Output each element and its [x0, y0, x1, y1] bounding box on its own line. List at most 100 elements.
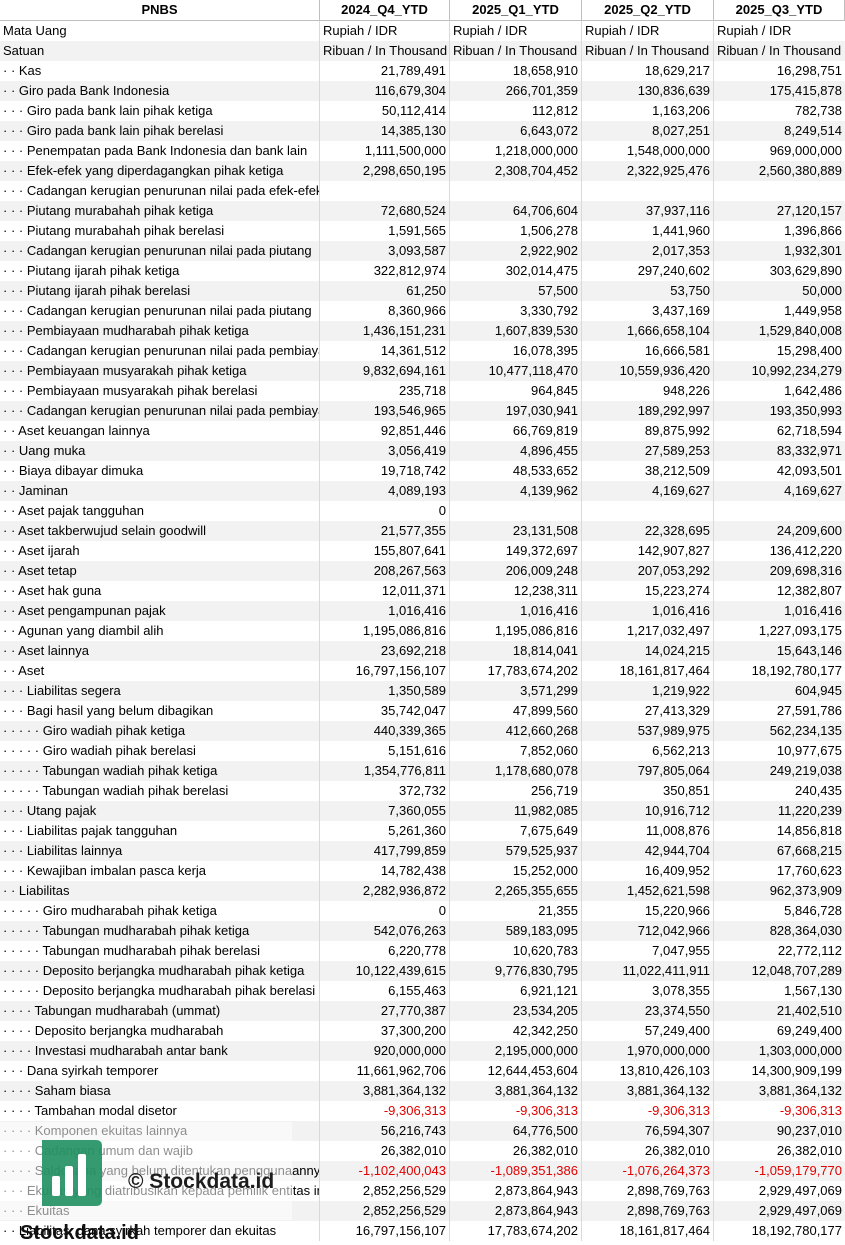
value-cell: 116,679,304 [320, 81, 450, 101]
row-label: · · · · Saham biasa [0, 1081, 320, 1101]
value-cell: 5,846,728 [784, 903, 842, 918]
value-cell: 18,814,041 [450, 641, 582, 661]
value-cell: 302,014,475 [450, 261, 582, 281]
header-cell: 2025_Q1_YTD [450, 0, 582, 20]
value-cell: 15,298,400 [776, 343, 842, 358]
row-label: · · · Cadangan kerugian penurunan nilai … [0, 181, 320, 201]
value-cell: 61,250 [320, 281, 450, 301]
value-cell: 1,354,776,811 [320, 761, 450, 781]
table-row: · · Aset tetap 208,267,563 206,009,248 207,… [0, 561, 845, 581]
value-cell: 48,533,652 [450, 461, 582, 481]
table-row: · · · Bagi hasil yang belum dibagikan 35,… [0, 701, 845, 721]
value-cell: 2,898,769,763 [582, 1181, 714, 1201]
value-cell: 1,016,416 [320, 601, 450, 621]
value-cell: 10,620,783 [450, 941, 582, 961]
value-cell: 1,666,658,104 [582, 321, 714, 341]
table-row: · · · · · Tabungan wadiah pihak berelasi… [0, 781, 845, 801]
table-row: · · · Ekuitas 2,852,256,529 2,873,864,943 2… [0, 1201, 845, 1221]
table-row: · · · · Saham biasa 3,881,364,132 3,881,36… [0, 1081, 845, 1101]
value-cell [320, 181, 450, 201]
row-label: · · · Pembiayaan musyarakah pihak berela… [0, 381, 320, 401]
table-row: · · · Kewajiban imbalan pasca kerja 14,78… [0, 861, 845, 881]
value-cell: 18,161,817,464 [582, 661, 714, 681]
value-cell: 22,772,112 [777, 943, 842, 958]
row-label: · · · · Deposito berjangka mudharabah [0, 1021, 320, 1041]
header-cell: 2025_Q3_YTD [714, 0, 845, 20]
value-cell: 2,322,925,476 [582, 161, 714, 181]
table-row: Mata Uang Rupiah / IDR Rupiah / IDR Rupiah … [0, 21, 845, 41]
value-cell: -1,076,264,373 [582, 1161, 714, 1181]
value-cell: 175,415,878 [769, 83, 842, 98]
row-label: · · · Piutang ijarah pihak berelasi [0, 281, 320, 301]
value-cell: 7,852,060 [450, 741, 582, 761]
table-row: · · · · Tambahan modal disetor -9,306,313… [0, 1101, 845, 1121]
value-cell: 22,328,695 [582, 521, 714, 541]
value-cell: 1,217,032,497 [582, 621, 714, 641]
row-label: · · · Liabilitas lainnya [0, 841, 320, 861]
value-cell: 1,163,206 [582, 101, 714, 121]
row-label: · · · · Saldo laba yang belum ditentukan… [0, 1161, 320, 1181]
value-cell: 712,042,966 [582, 921, 714, 941]
value-cell: 240,435 [795, 783, 842, 798]
table-row: · · · Penempatan pada Bank Indonesia dan… [0, 141, 845, 161]
value-cell: 2,195,000,000 [450, 1041, 582, 1061]
value-cell: -1,059,179,770 [754, 1163, 842, 1178]
row-label: · · · Pembiayaan musyarakah pihak ketiga [0, 361, 320, 381]
table-row: · · Aset takberwujud selain goodwill 21,5… [0, 521, 845, 541]
value-cell: 7,047,955 [582, 941, 714, 961]
value-cell: 14,024,215 [582, 641, 714, 661]
value-cell: 1,016,416 [450, 601, 582, 621]
table-row: · · · · Saldo laba yang belum ditentukan… [0, 1161, 845, 1181]
value-cell: 1,218,000,000 [450, 141, 582, 161]
value-cell: 26,382,010 [582, 1141, 714, 1161]
value-cell: 1,441,960 [582, 221, 714, 241]
value-cell [714, 181, 845, 201]
value-cell: 90,237,010 [776, 1123, 842, 1138]
value-cell: 11,220,239 [777, 803, 842, 818]
row-label: · · · Liabilitas segera [0, 681, 320, 701]
value-cell: 0 [320, 501, 450, 521]
table-row: · · Aset pengampunan pajak 1,016,416 1,016… [0, 601, 845, 621]
table-row: · · Jaminan 4,089,193 4,139,962 4,169,627 4,… [0, 481, 845, 501]
value-cell: 828,364,030 [769, 923, 842, 938]
value-cell: 18,161,817,464 [582, 1221, 714, 1241]
value-cell: -9,306,313 [779, 1103, 842, 1118]
table-row: · · · Pembiayaan musyarakah pihak ketiga… [0, 361, 845, 381]
value-cell: 15,223,274 [582, 581, 714, 601]
value-cell: 11,022,411,911 [582, 961, 714, 981]
row-label: · · · · · Tabungan mudharabah pihak keti… [0, 921, 320, 941]
value-cell: 53,750 [582, 281, 714, 301]
value-cell: 17,783,674,202 [450, 1221, 582, 1241]
value-cell: Rupiah / IDR [320, 21, 450, 41]
value-cell: 26,382,010 [320, 1141, 450, 1161]
value-cell: 209,698,316 [769, 563, 842, 578]
value-cell: -9,306,313 [450, 1101, 582, 1121]
value-cell: 256,719 [450, 781, 582, 801]
value-cell: 1,567,130 [784, 983, 842, 998]
value-cell: 57,500 [450, 281, 582, 301]
table-row: · · · Cadangan kerugian penurunan nilai … [0, 401, 845, 421]
value-cell: Rupiah / IDR [582, 21, 714, 41]
value-cell: 2,017,353 [582, 241, 714, 261]
table-row: · · Aset keuangan lainnya 92,851,446 66,76… [0, 421, 845, 441]
row-label: · · Liabilitas [0, 881, 320, 901]
row-label: · · · Giro pada bank lain pihak berelasi [0, 121, 320, 141]
table-row: · · · Ekuitas yang diatribusikan kepada … [0, 1181, 845, 1201]
value-cell: 16,078,395 [450, 341, 582, 361]
value-cell: 50,112,414 [320, 101, 450, 121]
table-row: · · Aset 16,797,156,107 17,783,674,202 18,1… [0, 661, 845, 681]
row-label: · · · Ekuitas [0, 1201, 320, 1221]
value-cell: 64,706,604 [450, 201, 582, 221]
row-label: · · · Cadangan kerugian penurunan nilai … [0, 301, 320, 321]
value-cell: 21,402,510 [776, 1003, 842, 1018]
value-cell: 12,382,807 [776, 583, 842, 598]
value-cell: 16,797,156,107 [320, 661, 450, 681]
value-cell: 6,155,463 [320, 981, 450, 1001]
value-cell: 1,932,301 [784, 243, 842, 258]
table-row: · · Uang muka 3,056,419 4,896,455 27,589,25… [0, 441, 845, 461]
value-cell: 15,220,966 [582, 901, 714, 921]
header-cell: 2024_Q4_YTD [320, 0, 450, 20]
row-label: · · · Giro pada bank lain pihak ketiga [0, 101, 320, 121]
table-row: · · Aset ijarah 155,807,641 149,372,697 142… [0, 541, 845, 561]
table-row: · · · Liabilitas pajak tangguhan 5,261,36… [0, 821, 845, 841]
